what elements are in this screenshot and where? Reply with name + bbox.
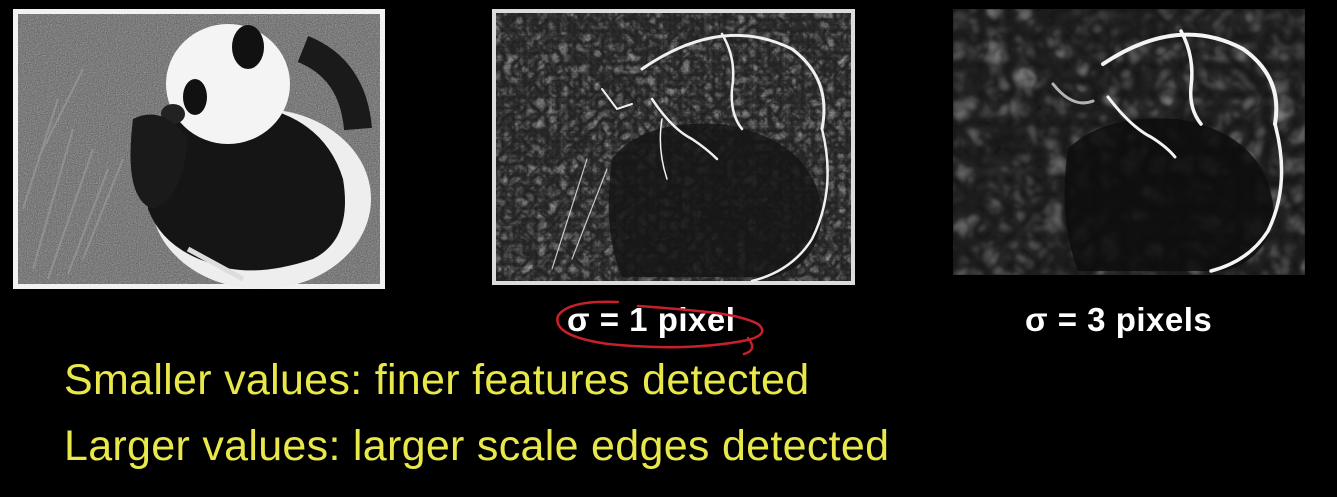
sigma-3-caption: σ = 3 pixels xyxy=(1025,301,1213,338)
edge-map-fine-image xyxy=(492,9,855,285)
larger-values-note: Larger values: larger scale edges detect… xyxy=(64,422,890,470)
panda-original-image xyxy=(13,9,385,289)
sigma-1-caption: σ = 1 pixel xyxy=(567,301,736,338)
smaller-values-note: Smaller values: finer features detected xyxy=(64,356,810,404)
edge-map-coarse-image xyxy=(953,9,1305,275)
